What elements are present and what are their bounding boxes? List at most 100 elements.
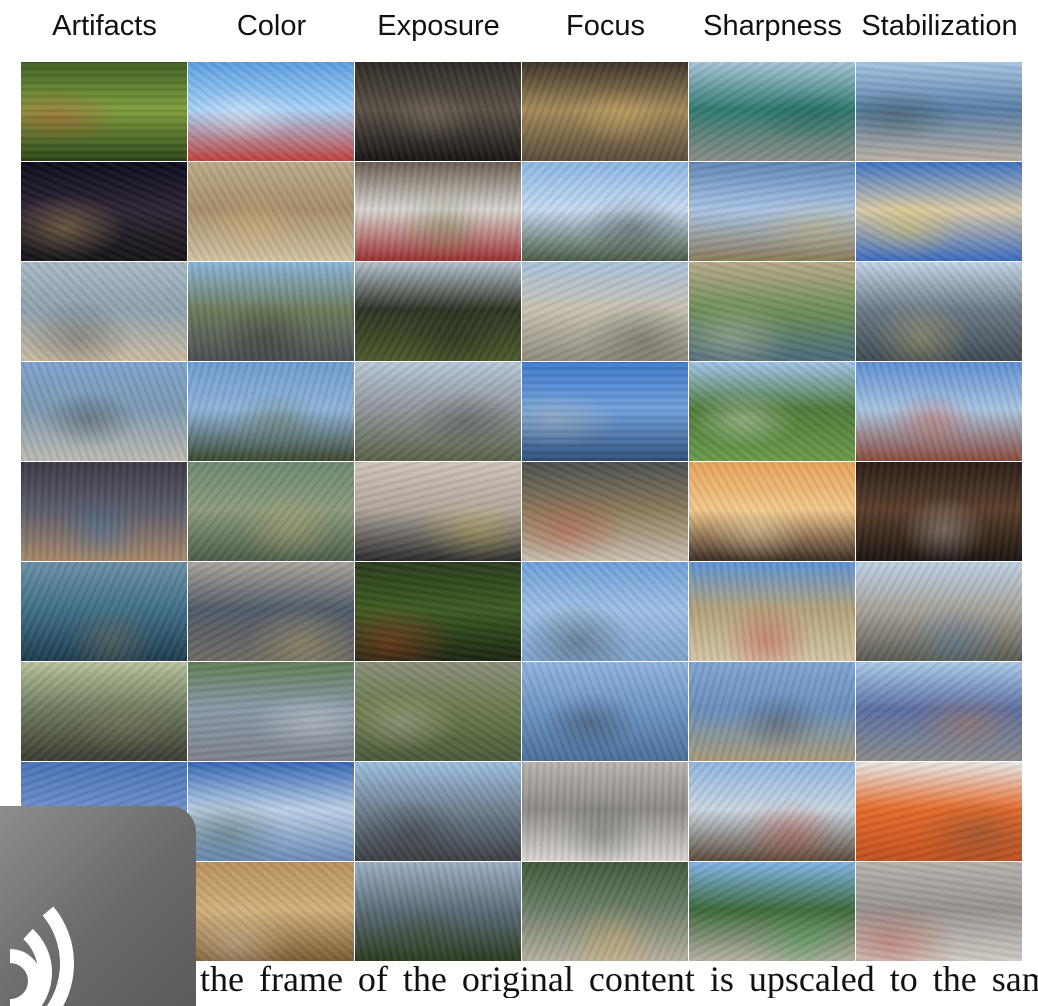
thumbnail-soccer-field [689, 362, 855, 461]
thumbnail-texture [522, 862, 688, 961]
thumbnail-dusk-field [355, 862, 521, 961]
thumbnail-cyclists-road [188, 262, 354, 361]
thumbnail-ocean-shore [21, 362, 187, 461]
thumbnail-beach-sand [21, 262, 187, 361]
thumbnail-man-under-tree [21, 62, 187, 161]
thumbnail-sunset [689, 462, 855, 561]
thumbnail-texture [21, 162, 187, 261]
thumbnail-texture [856, 862, 1022, 961]
thumbnail-texture [522, 662, 688, 761]
thumbnail-pool-building [689, 262, 855, 361]
thumbnail-texture [856, 762, 1022, 861]
thumbnail-texture [522, 462, 688, 561]
thumbnail-restaurant-table [21, 462, 187, 561]
thumbnail-hill-landscape [188, 362, 354, 461]
header-exposure: Exposure [377, 10, 500, 42]
logo-badge [0, 806, 196, 1006]
thumbnail-tram [689, 862, 855, 961]
thumbnail-texture [689, 162, 855, 261]
thumbnail-train-platform [689, 62, 855, 161]
thumbnail-texture [522, 62, 688, 161]
thumbnail-grid [21, 62, 1022, 963]
thumbnail-texture [355, 562, 521, 661]
thumbnail-texture [21, 462, 187, 561]
thumbnail-texture [21, 562, 187, 661]
thumbnail-skate-bowl [522, 762, 688, 861]
thumbnail-texture [689, 862, 855, 961]
thumbnail-texture [522, 162, 688, 261]
thumbnail-grill [355, 462, 521, 561]
thumbnail-kite-sky [522, 562, 688, 661]
thumbnail-texture [522, 362, 688, 461]
thumbnail-model-city [188, 562, 354, 661]
thumbnail-texture [689, 662, 855, 761]
thumbnail-dog-indoor [355, 162, 521, 261]
thumbnail-road-cars [522, 162, 688, 261]
thumbnail-roller-coaster [689, 762, 855, 861]
thumbnail-texture [522, 262, 688, 361]
thumbnail-texture [188, 562, 354, 661]
thumbnail-texture [689, 362, 855, 461]
thumbnail-texture [856, 662, 1022, 761]
column-headers: Artifacts Color Exposure Focus Sharpness… [0, 0, 1038, 62]
thumbnail-lake-shore [689, 662, 855, 761]
thumbnail-texture [856, 62, 1022, 161]
thumbnail-marina [522, 362, 688, 461]
thumbnail-amusement-ride [856, 162, 1022, 261]
thumbnail-trees-silhouette [355, 262, 521, 361]
thumbnail-texture [188, 262, 354, 361]
thumbnail-texture [689, 562, 855, 661]
thumbnail-fair-ride [856, 362, 1022, 461]
header-artifacts: Artifacts [52, 10, 157, 42]
thumbnail-crosswalk-street [188, 662, 354, 761]
thumbnail-texture [21, 362, 187, 461]
thumbnail-texture [188, 662, 354, 761]
thumbnail-beach-people [522, 262, 688, 361]
thumbnail-texture [689, 62, 855, 161]
thumbnail-bay [856, 62, 1022, 161]
thumbnail-red-flower [355, 562, 521, 661]
thumbnail-texture [188, 862, 354, 961]
thumbnail-texture [856, 262, 1022, 361]
thumbnail-table-tennis [522, 862, 688, 961]
thumbnail-orange-trolley [856, 762, 1022, 861]
thumbnail-running-track [188, 62, 354, 161]
thumbnail-green-valley [355, 662, 521, 761]
thumbnail-texture [21, 262, 187, 361]
thumbnail-texture [689, 762, 855, 861]
thumbnail-toy-town [522, 462, 688, 561]
thumbnail-badminton-hall [188, 862, 354, 961]
header-color: Color [236, 10, 307, 42]
thumbnail-plaza-crowd [856, 562, 1022, 661]
wifi-signal-icon [9, 906, 75, 1006]
thumbnail-skate-pool [856, 862, 1022, 961]
thumbnail-dark-room [355, 62, 521, 161]
thumbnail-texture [21, 662, 187, 761]
thumbnail-texture [522, 562, 688, 661]
thumbnail-texture [856, 462, 1022, 561]
thumbnail-clouds-and-trees [188, 762, 354, 861]
thumbnail-texture [689, 262, 855, 361]
thumbnail-texture [522, 762, 688, 861]
thumbnail-texture [355, 362, 521, 461]
thumbnail-street-buildings [856, 662, 1022, 761]
caption-text: the frame of the original content is ups… [200, 959, 1038, 998]
thumbnail-texture [355, 62, 521, 161]
thumbnail-texture [355, 162, 521, 261]
thumbnail-texture [355, 262, 521, 361]
header-stabilization: Stabilization [861, 10, 1018, 42]
thumbnail-fountain [689, 162, 855, 261]
thumbnail-texture [21, 62, 187, 161]
thumbnail-texture [188, 362, 354, 461]
thumbnail-building-fence [355, 762, 521, 861]
thumbnail-shop-items [522, 62, 688, 161]
thumbnail-bay-water [522, 662, 688, 761]
thumbnail-texture [188, 462, 354, 561]
header-focus: Focus [566, 10, 645, 42]
thumbnail-texture [355, 862, 521, 961]
thumbnail-texture [355, 762, 521, 861]
thumbnail-cafe-man [856, 462, 1022, 561]
thumbnail-texture [188, 62, 354, 161]
thumbnail-beach-volleyball [689, 562, 855, 661]
header-sharpness: Sharpness [703, 10, 842, 42]
